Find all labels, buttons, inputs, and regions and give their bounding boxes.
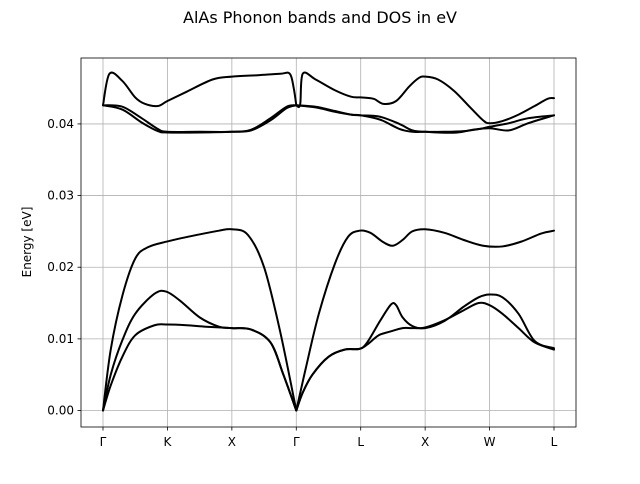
- x-tick-label: X: [228, 435, 236, 449]
- x-tick-label: Γ: [293, 435, 300, 449]
- x-tick-label: X: [421, 435, 429, 449]
- band-lines: [102, 71, 555, 412]
- y-tick-label: 0.02: [47, 260, 74, 274]
- axes-frame: [80, 57, 577, 428]
- phonon-band-line-5: [102, 104, 298, 134]
- x-tick-label: W: [484, 435, 496, 449]
- phonon-band-line-2: [102, 289, 298, 412]
- phonon-band-line-3: [102, 228, 298, 412]
- phonon-band-line-11: [295, 104, 555, 134]
- x-tick-label: K: [163, 435, 172, 449]
- phonon-band-line-6: [102, 71, 298, 108]
- grid-lines: [81, 58, 576, 427]
- phonon-band-line-9: [295, 228, 555, 412]
- y-axis-ticks: 0.00 0.01 0.02 0.03 0.04: [47, 117, 81, 418]
- y-axis-label: Energy [eV]: [20, 207, 34, 278]
- phonon-band-line-1: [102, 323, 298, 412]
- x-tick-label: Γ: [100, 435, 107, 449]
- x-tick-label: L: [357, 435, 364, 449]
- y-tick-label: 0.00: [47, 404, 74, 418]
- y-tick-label: 0.01: [47, 332, 74, 346]
- x-tick-label: L: [551, 435, 558, 449]
- phonon-band-line-8: [295, 293, 555, 412]
- phonon-band-line-4: [102, 104, 298, 134]
- y-tick-label: 0.04: [47, 117, 74, 131]
- y-tick-label: 0.03: [47, 189, 74, 203]
- phonon-band-line-12: [295, 71, 555, 125]
- chart-title: AlAs Phonon bands and DOS in eV: [183, 8, 457, 27]
